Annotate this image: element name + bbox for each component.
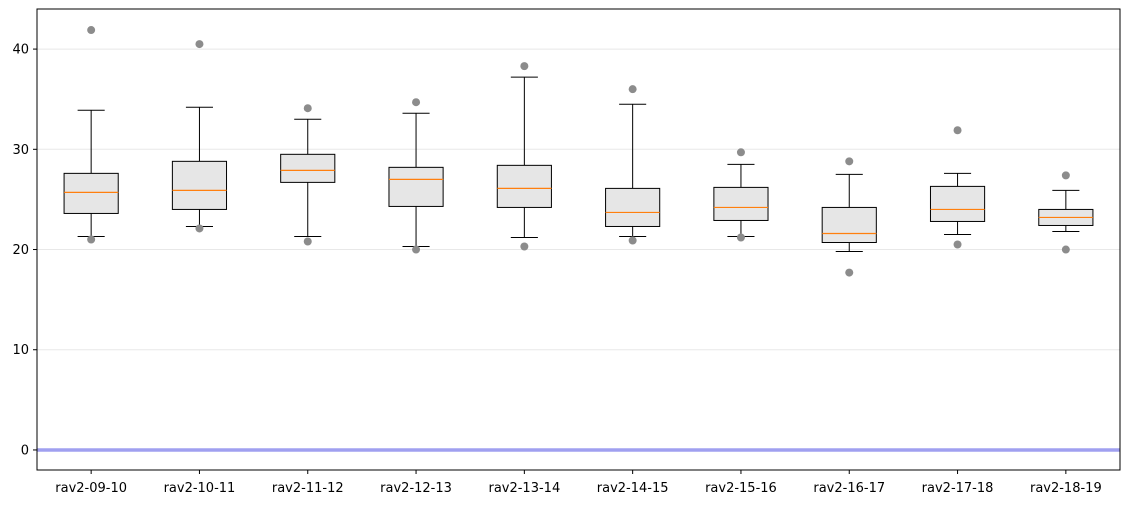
outlier-point: [736, 148, 745, 157]
outlier-point: [845, 157, 854, 166]
y-tick-label: 10: [12, 343, 29, 358]
box: [63, 172, 119, 214]
x-tick-label: rav2-10-11: [164, 481, 236, 496]
outlier-point: [87, 26, 96, 35]
box: [388, 166, 444, 207]
outlier-point: [628, 85, 637, 94]
x-tick-label: rav2-09-10: [55, 481, 127, 496]
outlier-point: [953, 126, 962, 135]
x-tick-label: rav2-16-17: [813, 481, 885, 496]
box: [171, 160, 228, 210]
x-tick-label: rav2-11-12: [272, 481, 344, 496]
x-tick-label: rav2-13-14: [488, 481, 560, 496]
x-tick-label: rav2-15-16: [705, 481, 777, 496]
outlier-point: [953, 240, 962, 249]
outlier-point: [628, 236, 637, 245]
box-group: [388, 98, 444, 254]
box-layer: [63, 26, 1094, 277]
box: [496, 164, 552, 208]
box-group: [605, 85, 661, 245]
outlier-point: [412, 245, 421, 254]
outlier-point: [736, 233, 745, 242]
box-group: [1038, 171, 1094, 254]
box-group: [171, 40, 228, 233]
y-tick-label: 30: [12, 143, 29, 158]
box: [821, 206, 877, 244]
axis-layer: 0 10 20 30 40 rav2-09-10 rav2-10-11 rav2-11-12 r…: [12, 8, 1121, 496]
box-group: [63, 26, 119, 244]
box-group: [929, 126, 986, 249]
y-tick-label: 0: [21, 443, 29, 458]
outlier-point: [195, 224, 204, 233]
outlier-point: [520, 62, 529, 71]
box: [929, 185, 986, 222]
outlier-point: [1061, 245, 1070, 254]
box-group: [280, 104, 336, 246]
plot-frame: [36, 8, 1121, 471]
x-tick-label: rav2-12-13: [380, 481, 452, 496]
outlier-point: [1061, 171, 1070, 180]
y-tick-label: 40: [12, 43, 29, 58]
outlier-point: [195, 40, 204, 49]
x-tick-label: rav2-14-15: [597, 481, 669, 496]
outlier-point: [303, 237, 312, 246]
box-group: [713, 148, 769, 242]
outlier-point: [412, 98, 421, 107]
x-tick-label: rav2-17-18: [922, 481, 994, 496]
box-group: [821, 157, 877, 277]
outlier-point: [845, 268, 854, 277]
outlier-point: [520, 242, 529, 251]
y-tick-label: 20: [12, 243, 29, 258]
x-tick-label: rav2-18-19: [1030, 481, 1102, 496]
box: [280, 153, 336, 183]
box: [713, 186, 769, 221]
box-group: [496, 62, 552, 251]
outlier-point: [87, 235, 96, 244]
outlier-point: [303, 104, 312, 113]
grid-layer: [37, 48, 1120, 351]
box: [605, 187, 661, 227]
